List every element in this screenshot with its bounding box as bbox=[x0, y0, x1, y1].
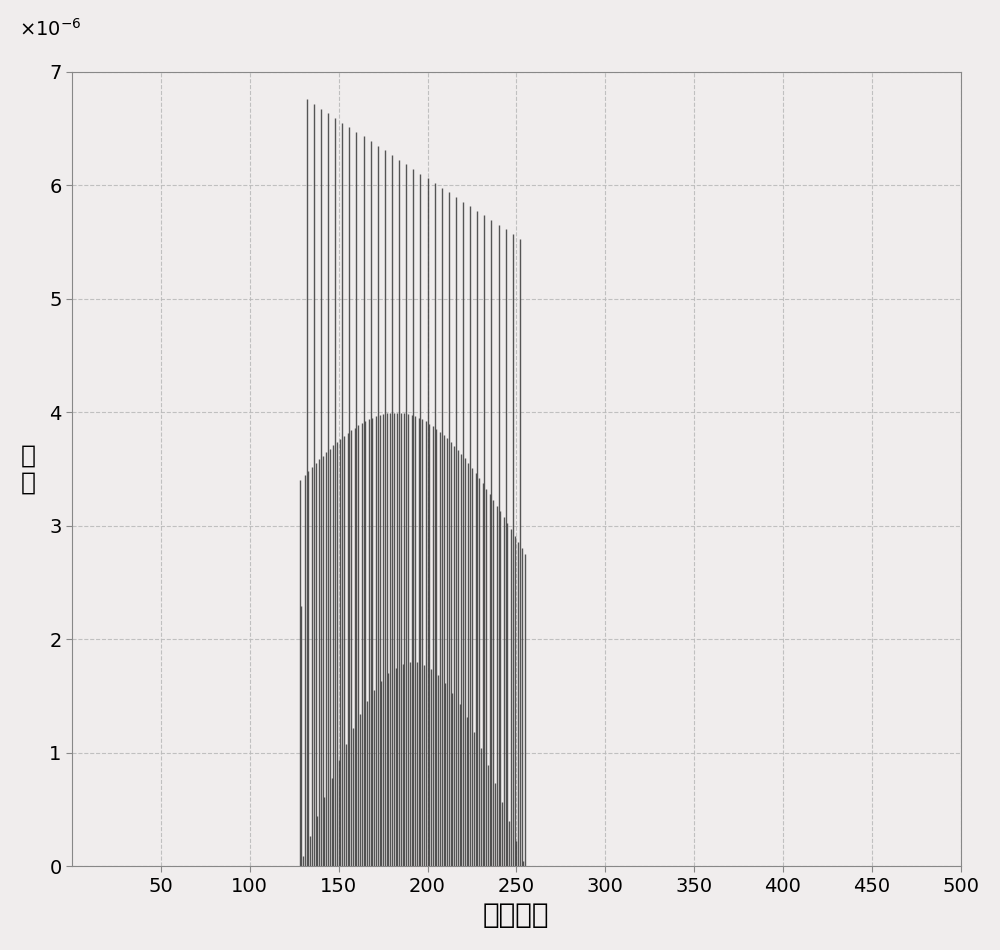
X-axis label: 天线索引: 天线索引 bbox=[483, 902, 550, 929]
Text: $\times10^{-6}$: $\times10^{-6}$ bbox=[19, 18, 81, 40]
Y-axis label: 幅
度: 幅 度 bbox=[21, 444, 36, 495]
